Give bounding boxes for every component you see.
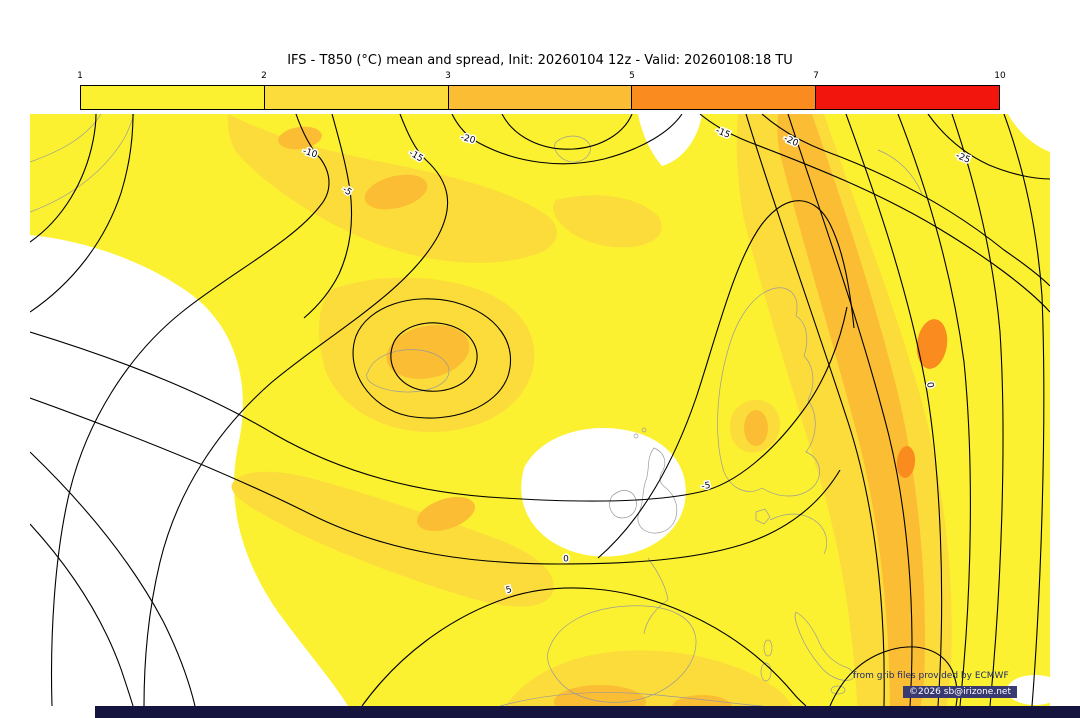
coastline-scandinavia [717,287,820,497]
colorbar [80,85,1000,110]
contour-line [143,114,449,706]
contour-line [303,114,352,319]
coastline-north-africa [499,692,763,706]
contour-label: -5 [701,481,711,492]
contour-label: 0 [563,555,569,565]
spread-region [1008,114,1050,152]
colorbar-segment-5-7 [632,86,817,109]
contour-line [390,322,478,392]
spread-region [521,428,686,557]
spread-region [777,114,925,706]
contour-line [897,114,971,706]
contour-line [30,451,196,706]
coastline-uk [637,447,678,534]
credit-copyright: ©2026 sb@irizone.net [903,686,1017,698]
colorbar-segment-7-10 [816,86,999,109]
spread-region [30,235,348,706]
spread-region [1007,675,1050,705]
contour-line [699,114,1050,313]
coastline-italy [794,611,854,681]
contour-line [50,114,330,706]
contour-line [927,114,1050,180]
colorbar-tick: 2 [261,71,267,81]
contour-line [352,298,512,419]
colorbar-segment-3-5 [448,86,633,109]
coastline-greenland [30,114,102,163]
contour-line [30,397,841,565]
contour-line [501,114,633,150]
coastline-islet [641,427,647,433]
spread-shading-3-5 [278,114,925,706]
spread-region [278,126,322,150]
coastline-islet [633,433,639,439]
spread-region [638,114,702,166]
coastline-greenland-east [30,114,135,213]
coastline-corsica [763,639,773,657]
contour-line [845,114,943,706]
contour-line [361,587,807,706]
contour-line [30,306,848,502]
spread-region [896,446,916,478]
coastline-denmark [755,508,771,525]
coastline-svalbard [554,135,591,163]
coastline-sicily [830,685,846,695]
contour-lines [30,114,1050,706]
spread-region [231,471,554,607]
spread-region [417,496,475,532]
coastline-iceland [366,349,450,393]
contour-line [951,114,1004,706]
bottom-bar [95,706,1080,718]
credit-source: from grib files provided by ECMWF [853,671,1009,681]
contour-line [30,114,97,243]
colorbar-tick: 5 [629,71,635,81]
contour-line [787,114,913,706]
contour-line [30,523,134,706]
coastline-novaya-zemlya [877,149,923,195]
spread-shading-5-7 [896,319,948,478]
contour-line [30,114,134,313]
coastlines [30,114,923,706]
contour-label: 5 [505,585,513,596]
colorbar-ticks: 1 2 3 5 7 10 [77,71,1006,83]
spread-region [554,685,646,706]
colorbar-tick: 3 [445,71,451,81]
colorbar-tick: 10 [994,71,1006,81]
contour-line [745,114,885,706]
colorbar-segment-2-3 [264,86,449,109]
colorbar-tick: 7 [813,71,819,81]
contour-line [451,114,683,165]
spread-region [364,174,428,210]
coastline-sardinia [760,662,772,682]
coastline-baltic [769,513,828,555]
coastline-iberia [547,605,697,703]
spread-region [553,195,662,248]
spread-region [744,410,768,446]
colorbar-segment-1-2 [81,86,265,109]
spread-region [916,319,948,369]
coastline-france [643,557,669,635]
page-title: IFS - T850 (°C) mean and spread, Init: 2… [287,53,793,68]
contour-line [597,200,855,559]
contour-line [1003,114,1045,706]
coastline-ireland [609,490,637,519]
colorbar-tick: 1 [77,71,83,81]
contour-label: 0 [924,381,935,389]
spread-shading-below-1 [30,114,1050,706]
